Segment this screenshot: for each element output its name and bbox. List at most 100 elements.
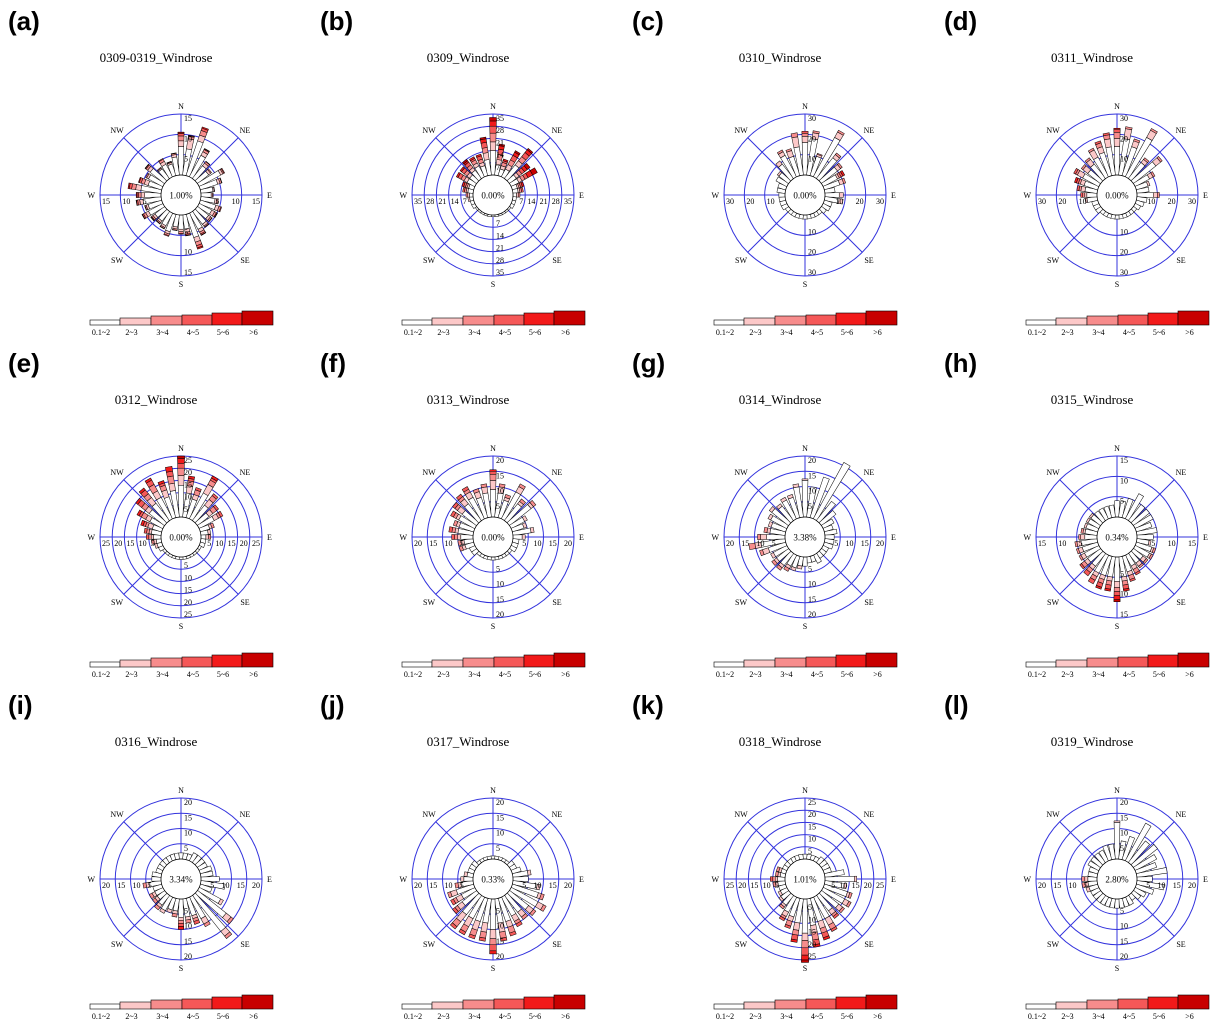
tick-label: 25 <box>808 798 816 807</box>
direction-label-ne: NE <box>864 468 875 477</box>
legend-label: 0.1~2 <box>92 1012 110 1021</box>
tick-label: 5 <box>184 155 188 164</box>
legend-label: 0.1~2 <box>1028 1012 1046 1021</box>
tick-label: 5 <box>151 539 155 548</box>
tick-label: 20 <box>252 881 260 890</box>
legend-label: 2~3 <box>749 670 761 679</box>
tick-label: 5 <box>496 844 500 853</box>
legend-swatch <box>744 1002 775 1009</box>
legend-swatch <box>151 1000 182 1009</box>
tick-label: 10 <box>808 487 816 496</box>
bar-segment-2~3 <box>793 922 800 930</box>
tick-label: 20 <box>738 881 746 890</box>
direction-label-e: E <box>267 875 272 884</box>
direction-label-w: W <box>87 533 95 542</box>
legend-swatch <box>151 658 182 667</box>
direction-label-s: S <box>1115 280 1119 289</box>
tick-label: 5 <box>1151 539 1155 548</box>
tick-label: 15 <box>1120 610 1128 619</box>
tick-label: 20 <box>184 468 192 477</box>
legend-swatch <box>866 311 897 325</box>
bar-segment-0.1~2 <box>174 853 179 860</box>
bar-segment-4~5 <box>179 233 184 234</box>
legend-swatch <box>463 316 494 325</box>
tick-label: 5 <box>1120 497 1124 506</box>
legend-label: 5~6 <box>529 328 541 337</box>
tick-label: 20 <box>184 952 192 961</box>
direction-label-n: N <box>802 102 808 111</box>
legend-label: >6 <box>249 328 258 337</box>
tick-label: 20 <box>496 456 504 465</box>
legend-label: 4~5 <box>811 670 823 679</box>
calm-label: 3.38% <box>793 533 817 543</box>
bar-segment-2~3 <box>490 142 496 151</box>
legend-swatch <box>1178 311 1209 325</box>
tick-label: 10 <box>184 829 192 838</box>
bar-segment-2~3 <box>530 527 534 533</box>
direction-label-n: N <box>1114 102 1120 111</box>
legend-swatch <box>714 662 744 667</box>
legend-label: 0.1~2 <box>404 1012 422 1021</box>
tick-label: 15 <box>549 539 557 548</box>
tick-label: 5 <box>143 197 147 206</box>
direction-label-nw: NW <box>1046 810 1060 819</box>
tick-label: 25 <box>184 456 192 465</box>
bar-segment-2~3 <box>464 872 468 877</box>
tick-label: 15 <box>117 881 125 890</box>
tick-label: 21 <box>496 138 504 147</box>
legend-swatch <box>432 660 463 667</box>
tick-label: 10 <box>808 580 816 589</box>
direction-label-sw: SW <box>423 598 435 607</box>
tick-label: 10 <box>122 197 130 206</box>
tick-label: 15 <box>184 480 192 489</box>
direction-label-n: N <box>802 444 808 453</box>
bar-segment-3~4 <box>749 543 756 550</box>
legend-swatch <box>242 995 273 1009</box>
legend-label: 5~6 <box>217 1012 229 1021</box>
direction-label-n: N <box>1114 444 1120 453</box>
calm-label: 1.01% <box>793 875 817 885</box>
tick-label: 10 <box>835 197 843 206</box>
direction-label-w: W <box>711 533 719 542</box>
legend-label: >6 <box>873 1012 882 1021</box>
legend-swatch <box>120 318 151 325</box>
legend-swatch <box>1087 316 1118 325</box>
legend-label: 4~5 <box>1123 670 1135 679</box>
legend-label: 2~3 <box>749 328 761 337</box>
tick-label: 5 <box>184 505 188 514</box>
direction-label-e: E <box>891 191 896 200</box>
bar-segment-2~3 <box>481 922 488 932</box>
calm-label: 0.00% <box>1105 191 1129 201</box>
tick-label: 15 <box>1188 539 1196 548</box>
direction-label-n: N <box>178 786 184 795</box>
legend-label: 0.1~2 <box>716 670 734 679</box>
direction-label-s: S <box>491 622 495 631</box>
direction-label-se: SE <box>864 598 873 607</box>
legend-label: >6 <box>1185 670 1194 679</box>
legend-label: >6 <box>249 670 258 679</box>
legend-label: 2~3 <box>125 1012 137 1021</box>
legend-swatch <box>836 997 866 1009</box>
tick-label: 5 <box>210 881 214 890</box>
legend-swatch <box>836 313 866 325</box>
legend-label: 0.1~2 <box>716 1012 734 1021</box>
legend-label: 4~5 <box>187 328 199 337</box>
legend-label: 0.1~2 <box>716 328 734 337</box>
tick-label: 5 <box>148 881 152 890</box>
tick-label: 10 <box>184 493 192 502</box>
legend-label: 5~6 <box>841 328 853 337</box>
direction-label-se: SE <box>864 940 873 949</box>
direction-label-e: E <box>891 875 896 884</box>
legend-swatch <box>151 316 182 325</box>
direction-label-nw: NW <box>422 468 436 477</box>
tick-label: 15 <box>741 539 749 548</box>
direction-label-e: E <box>579 875 584 884</box>
bar-segment-2~3 <box>516 193 518 197</box>
